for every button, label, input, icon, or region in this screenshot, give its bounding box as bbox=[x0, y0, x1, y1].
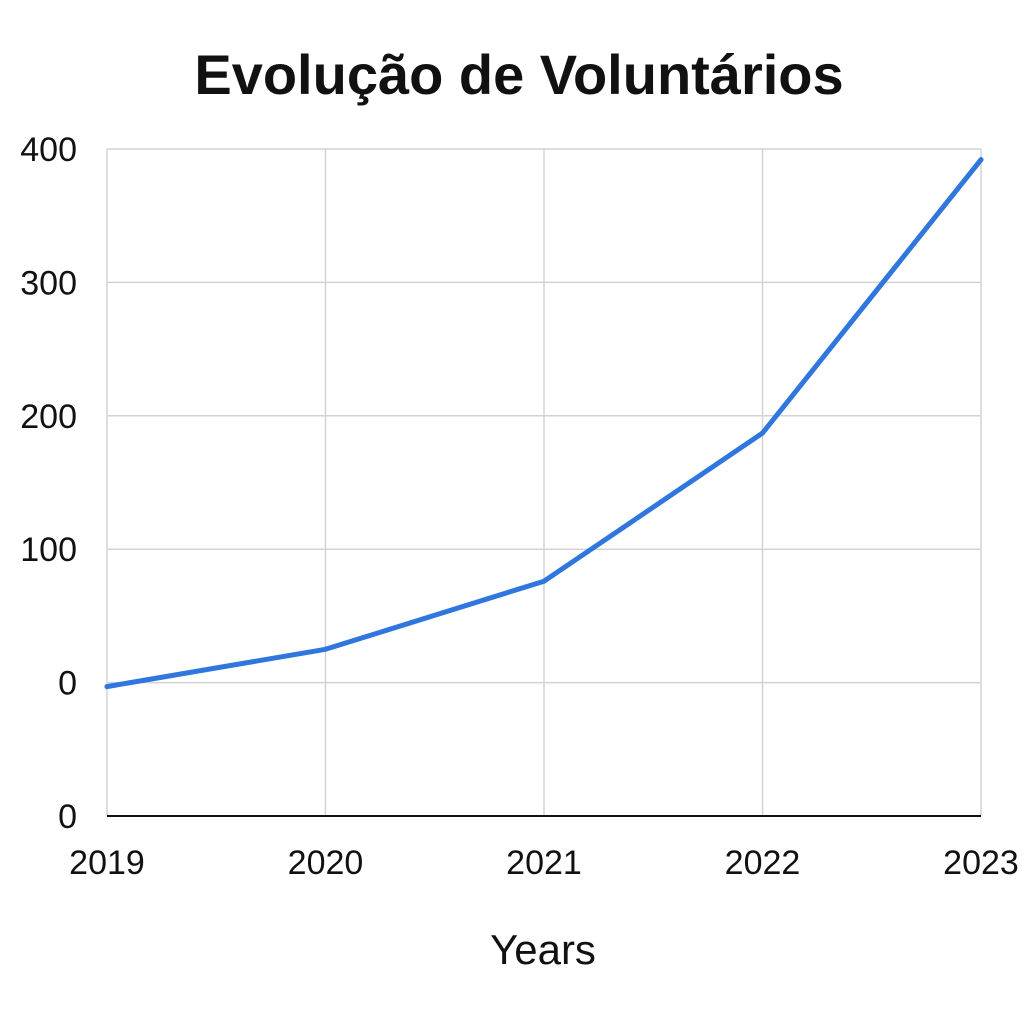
y-tick-labels: 0 0 100 200 300 400 bbox=[20, 131, 77, 836]
x-tick-label: 2019 bbox=[69, 844, 145, 882]
x-tick-labels: 2019 2020 2021 2022 2023 bbox=[69, 844, 1019, 882]
grid-layer bbox=[106, 148, 982, 816]
x-tick-label: 2021 bbox=[506, 844, 582, 882]
y-tick-label: 0 bbox=[58, 798, 77, 836]
data-point bbox=[541, 578, 547, 584]
data-point bbox=[104, 684, 110, 690]
x-tick-label: 2023 bbox=[943, 844, 1019, 882]
y-tick-label: 0 bbox=[58, 665, 77, 703]
y-tick-label: 400 bbox=[20, 131, 77, 169]
series-layer bbox=[104, 157, 984, 690]
data-point bbox=[760, 430, 765, 436]
y-tick-label: 200 bbox=[20, 398, 77, 436]
y-tick-label: 300 bbox=[20, 264, 77, 302]
x-tick-label: 2022 bbox=[725, 844, 801, 882]
data-point bbox=[978, 157, 984, 163]
x-tick-label: 2020 bbox=[288, 844, 364, 882]
chart-title: Evolução de Voluntários bbox=[194, 43, 843, 106]
x-axis-label: Years bbox=[490, 926, 596, 973]
data-point bbox=[323, 646, 328, 652]
y-tick-label: 100 bbox=[20, 531, 77, 569]
